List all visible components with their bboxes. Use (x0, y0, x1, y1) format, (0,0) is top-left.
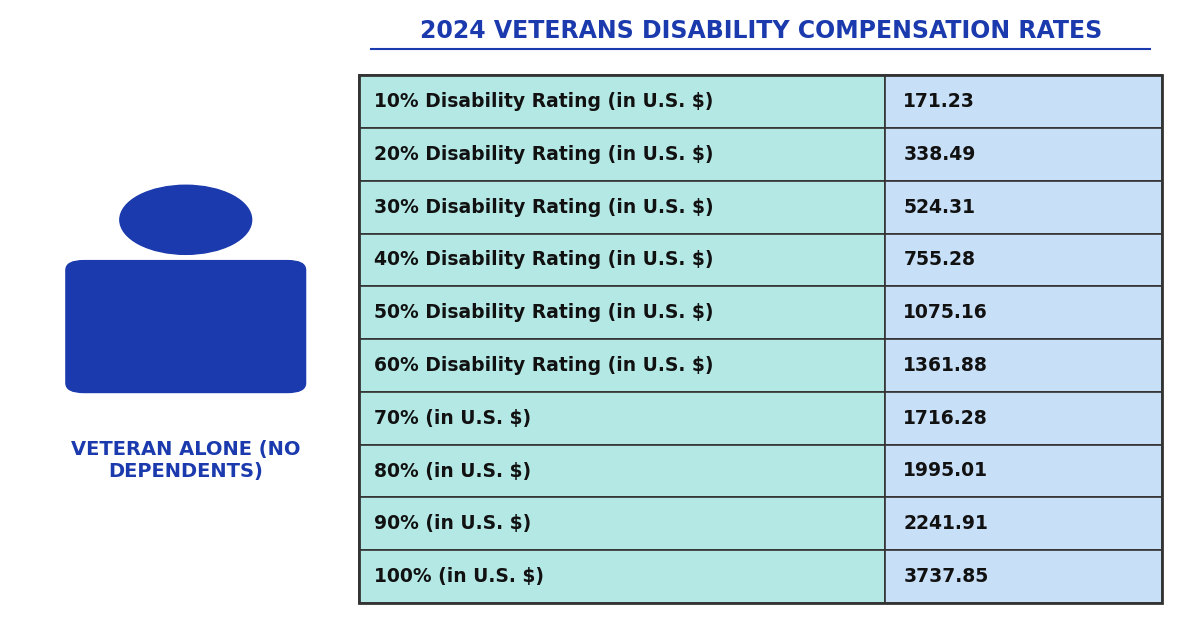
Text: 1361.88: 1361.88 (904, 356, 989, 375)
Circle shape (120, 185, 252, 254)
Text: 60% Disability Rating (in U.S. $): 60% Disability Rating (in U.S. $) (374, 356, 713, 375)
Text: 1995.01: 1995.01 (904, 462, 989, 480)
FancyBboxPatch shape (360, 181, 886, 234)
Text: 10% Disability Rating (in U.S. $): 10% Disability Rating (in U.S. $) (374, 92, 713, 111)
Text: 50% Disability Rating (in U.S. $): 50% Disability Rating (in U.S. $) (374, 303, 713, 322)
FancyBboxPatch shape (360, 339, 886, 392)
FancyBboxPatch shape (886, 128, 1163, 181)
Text: 755.28: 755.28 (904, 251, 976, 269)
Text: 2241.91: 2241.91 (904, 514, 989, 533)
Text: 338.49: 338.49 (904, 145, 976, 164)
Text: 1075.16: 1075.16 (904, 303, 988, 322)
FancyBboxPatch shape (360, 128, 886, 181)
FancyBboxPatch shape (360, 445, 886, 497)
FancyBboxPatch shape (360, 550, 886, 603)
Text: 171.23: 171.23 (904, 92, 976, 111)
Text: 90% (in U.S. $): 90% (in U.S. $) (374, 514, 532, 533)
FancyBboxPatch shape (886, 550, 1163, 603)
Text: 70% (in U.S. $): 70% (in U.S. $) (374, 409, 532, 428)
Text: 100% (in U.S. $): 100% (in U.S. $) (374, 567, 544, 586)
FancyBboxPatch shape (360, 75, 886, 128)
FancyBboxPatch shape (66, 261, 306, 392)
FancyBboxPatch shape (886, 392, 1163, 445)
Text: 524.31: 524.31 (904, 198, 976, 217)
Text: 2024 VETERANS DISABILITY COMPENSATION RATES: 2024 VETERANS DISABILITY COMPENSATION RA… (420, 19, 1102, 43)
FancyBboxPatch shape (886, 497, 1163, 550)
Text: 30% Disability Rating (in U.S. $): 30% Disability Rating (in U.S. $) (374, 198, 714, 217)
Text: VETERAN ALONE (NO
DEPENDENTS): VETERAN ALONE (NO DEPENDENTS) (71, 440, 300, 480)
Text: 80% (in U.S. $): 80% (in U.S. $) (374, 462, 532, 480)
FancyBboxPatch shape (886, 339, 1163, 392)
FancyBboxPatch shape (360, 286, 886, 339)
FancyBboxPatch shape (886, 286, 1163, 339)
Text: 20% Disability Rating (in U.S. $): 20% Disability Rating (in U.S. $) (374, 145, 713, 164)
FancyBboxPatch shape (360, 392, 886, 445)
Text: 3737.85: 3737.85 (904, 567, 989, 586)
FancyBboxPatch shape (886, 181, 1163, 234)
FancyBboxPatch shape (886, 445, 1163, 497)
Text: 40% Disability Rating (in U.S. $): 40% Disability Rating (in U.S. $) (374, 251, 713, 269)
FancyBboxPatch shape (360, 497, 886, 550)
FancyBboxPatch shape (886, 75, 1163, 128)
FancyBboxPatch shape (886, 234, 1163, 286)
Text: 1716.28: 1716.28 (904, 409, 988, 428)
FancyBboxPatch shape (360, 234, 886, 286)
